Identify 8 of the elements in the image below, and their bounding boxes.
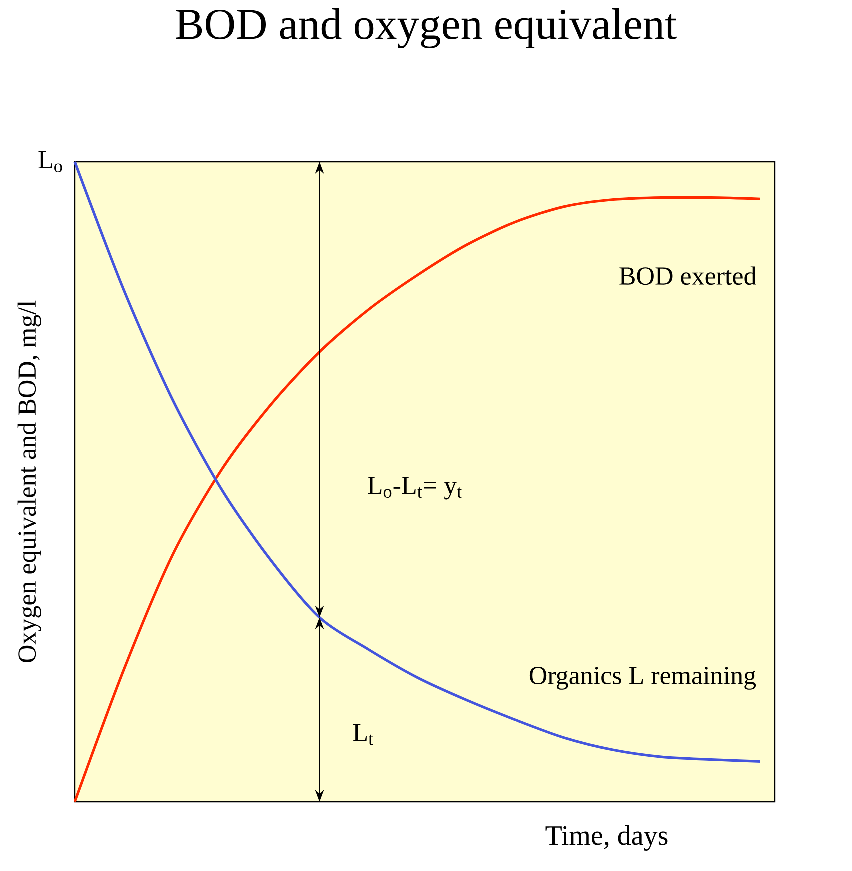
x-axis-title: Time, days — [546, 826, 668, 851]
annotation: L$_{t}$ — [353, 724, 374, 746]
chart-title: BOD and oxygen equivalent — [176, 8, 677, 49]
annotation: L$_{o}$-L$_{t}$= y$_{t}$ — [368, 477, 462, 500]
text: BOD exerted — [620, 266, 756, 286]
y-axis-title: Oxygen equivalent and BOD, mg/l — [18, 300, 42, 663]
series-label: Organics L remaining — [530, 667, 756, 690]
text: L$_{o}$ — [38, 152, 62, 172]
